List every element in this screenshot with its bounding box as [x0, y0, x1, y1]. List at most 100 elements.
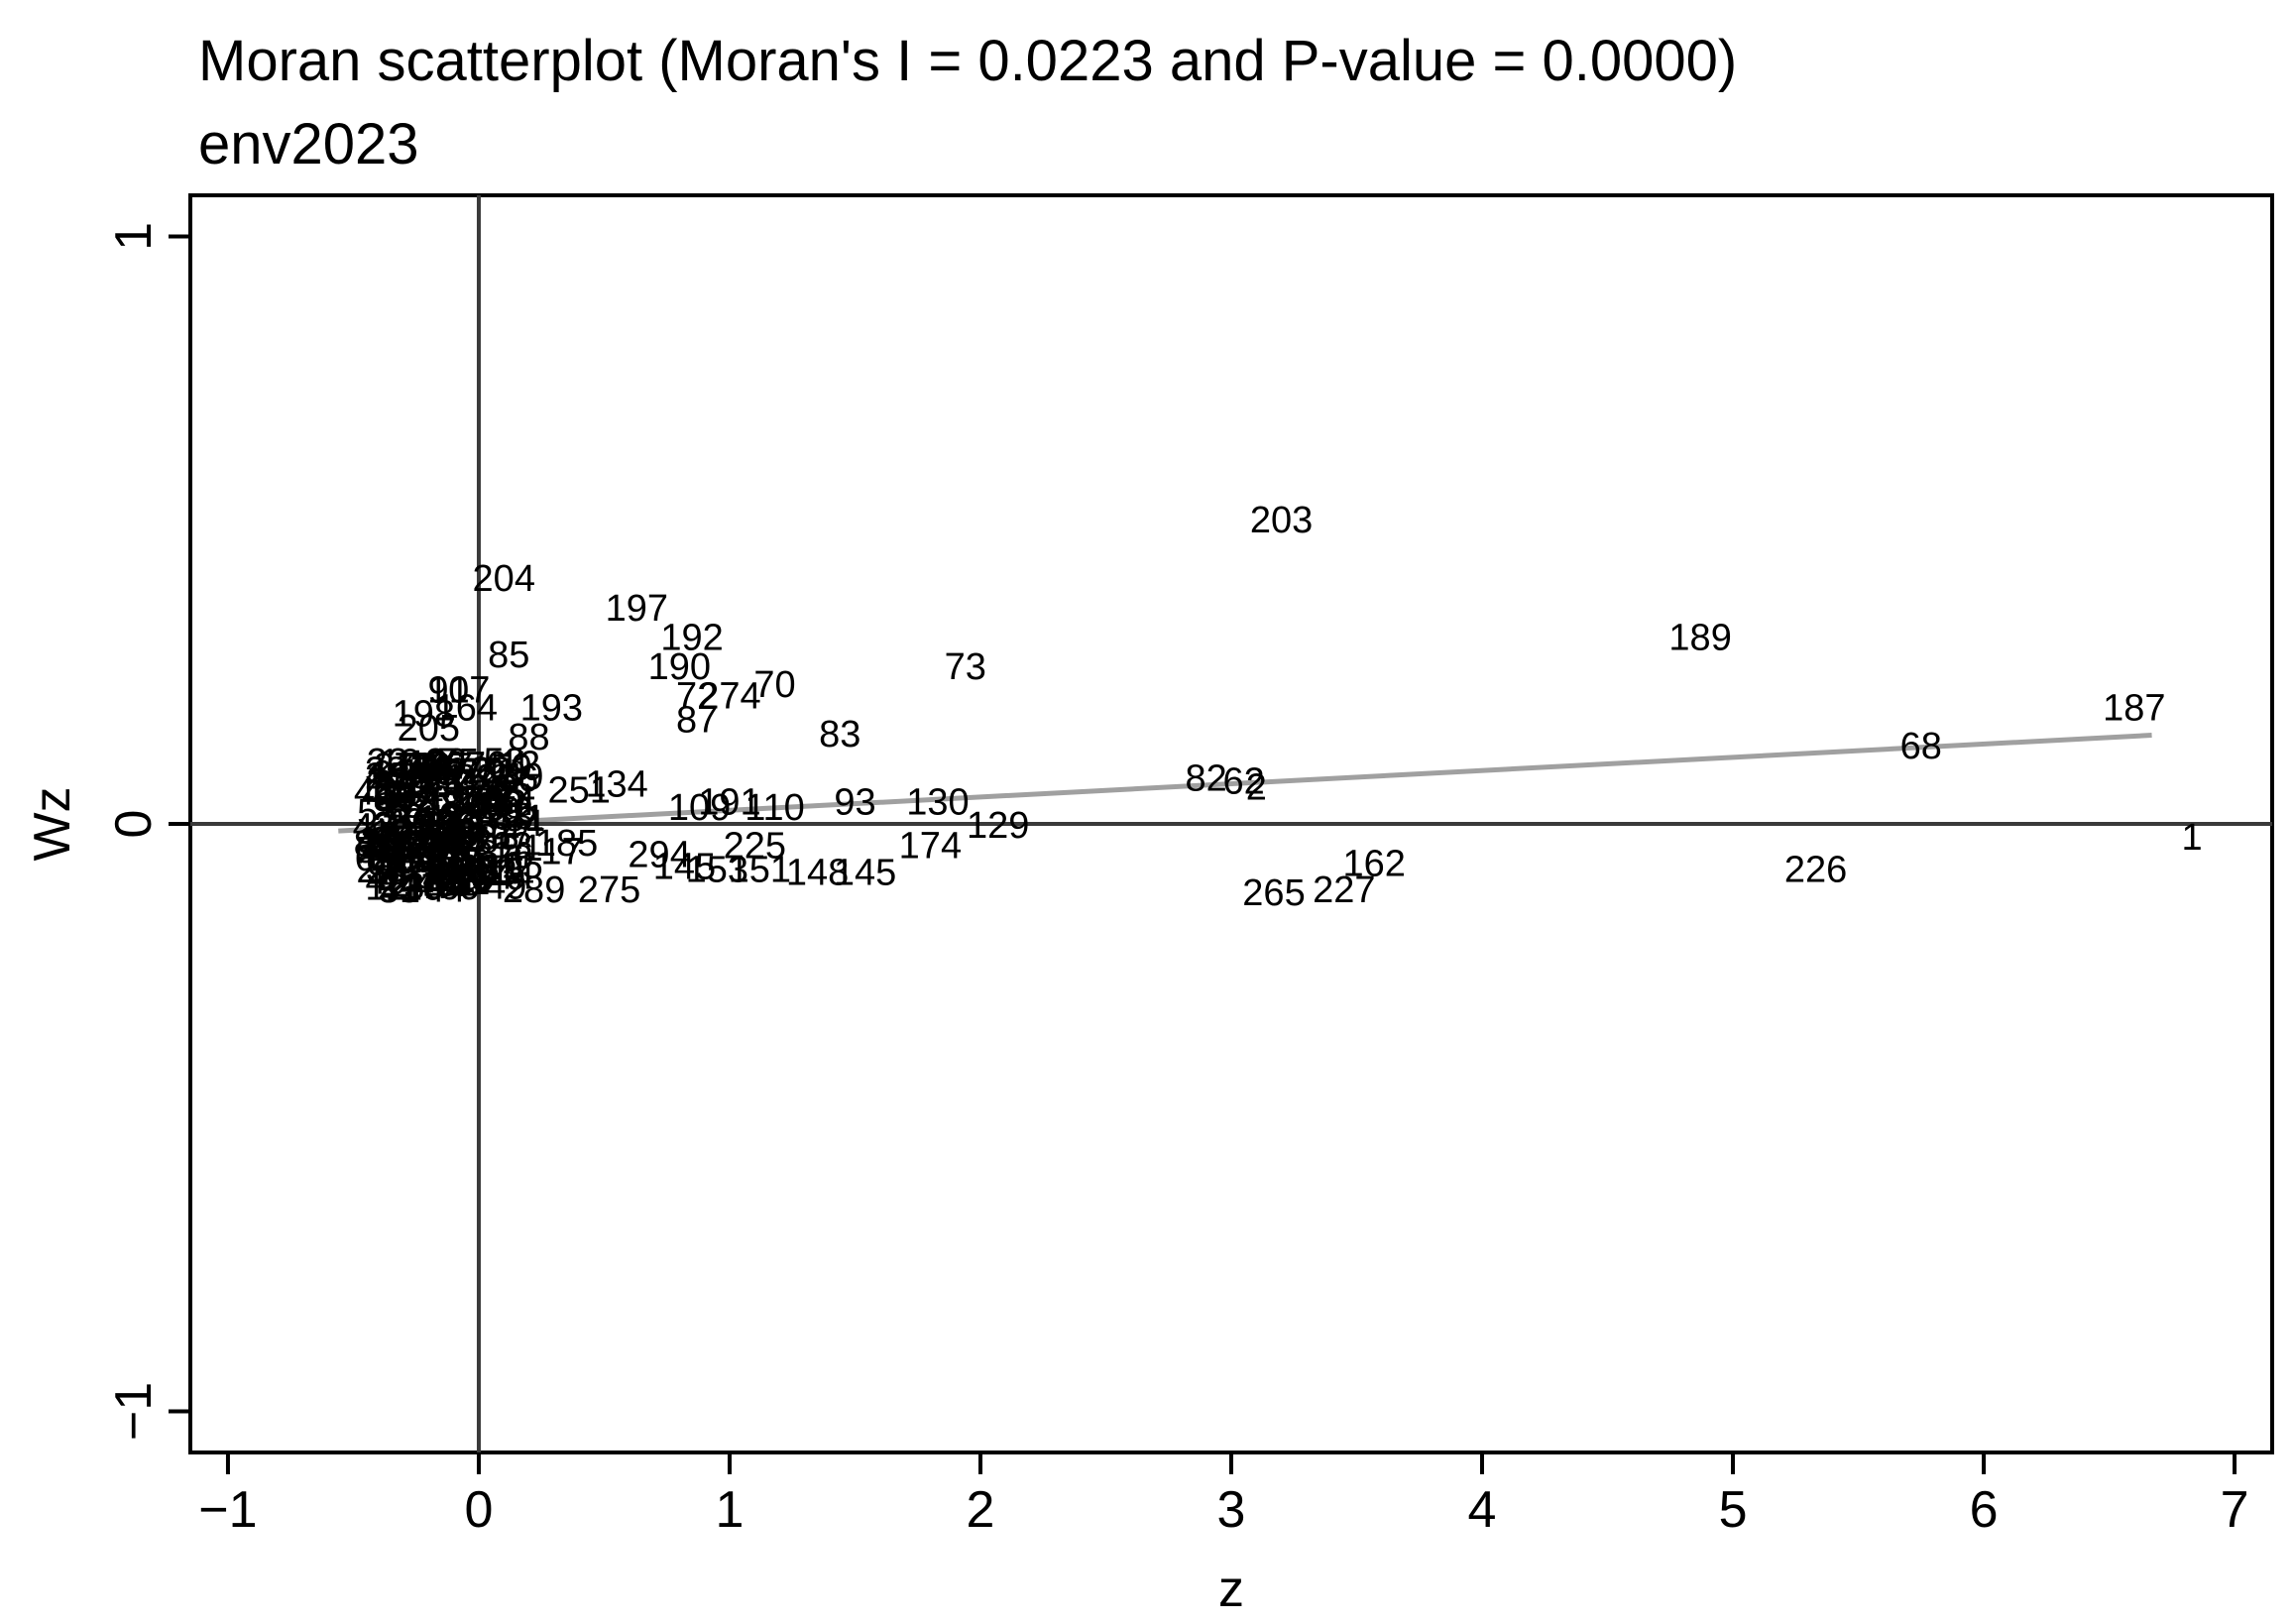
point-label: 83	[819, 714, 860, 755]
point-label: 204	[473, 558, 535, 600]
cluster-point-label: 44	[423, 870, 465, 911]
point-label: 109	[668, 787, 731, 829]
cluster-point-label: 33	[424, 850, 466, 891]
cluster-point-label: 47	[366, 830, 407, 871]
cluster-point-label: 47	[422, 858, 464, 899]
cluster-point-label: 48	[419, 783, 461, 825]
cluster-point-label: 23	[444, 809, 486, 851]
cluster-point-label: 66	[445, 851, 487, 892]
cluster-point-label: 69	[430, 779, 472, 821]
point-label: 62	[1223, 761, 1265, 803]
cluster-point-label: 16	[361, 824, 402, 866]
x-tick-label: −1	[198, 1481, 257, 1539]
point-label: 251	[547, 769, 610, 811]
cluster-point-label: 15	[391, 838, 432, 879]
point-label: 110	[745, 787, 805, 829]
point-label: 2	[1246, 766, 1267, 808]
cluster-point-label: 63	[450, 822, 492, 864]
y-tick-label: 1	[105, 222, 163, 251]
cluster-point-label: 44	[493, 857, 534, 898]
point-label: 191	[698, 781, 760, 823]
cluster-point-label: 47	[395, 823, 436, 865]
cluster-point-label: 25	[361, 822, 402, 864]
point-label: 164	[435, 687, 498, 729]
cluster-point-label: 69	[355, 838, 397, 879]
cluster-point-label: 39	[427, 816, 469, 858]
point-label: 153	[686, 849, 748, 890]
cluster-point-label: 35	[427, 830, 469, 871]
cluster-point-label: 18	[446, 819, 488, 861]
point-label: 198	[393, 693, 455, 735]
point-label: 73	[945, 646, 986, 688]
point-label: 211	[374, 747, 434, 788]
point-label: 134	[585, 764, 647, 806]
cluster-point-label: 64	[366, 843, 407, 884]
point-label: 192	[660, 617, 723, 658]
cluster-point-label: 29	[457, 850, 499, 891]
y-axis-label: Wz	[24, 786, 81, 861]
cluster-point-label: 57	[389, 788, 430, 830]
cluster-point-label: 81	[354, 823, 396, 865]
cluster-point-label: 16	[400, 753, 441, 794]
cluster-point-label: 28	[458, 848, 500, 889]
cluster-point-label: 61	[412, 748, 454, 789]
y-tick-label: 0	[105, 810, 163, 839]
cluster-point-label: 12	[499, 745, 540, 786]
cluster-point-label: 22	[367, 742, 408, 783]
cluster-point-label: 41	[429, 858, 471, 899]
cluster-point-label: 19	[379, 743, 420, 784]
cluster-point-label: 36	[391, 802, 432, 844]
cluster-point-label: 46	[449, 857, 491, 898]
cluster-point-label: 69	[396, 824, 437, 866]
cluster-point-label: 66	[374, 776, 415, 818]
cluster-point-label: 51	[379, 870, 420, 911]
point-label: 17	[540, 832, 582, 873]
cluster-point-label: 53	[406, 840, 448, 881]
cluster-point-label: 23	[490, 776, 531, 818]
cluster-point-label: 49	[502, 756, 543, 798]
cluster-point-label: 55	[485, 772, 526, 814]
cluster-point-label: 21	[423, 756, 465, 798]
cluster-point-label: 28	[430, 840, 472, 881]
cluster-point-label: 46	[464, 787, 506, 829]
point-label: 265	[1242, 872, 1305, 914]
cluster-point-label: 29	[455, 757, 497, 799]
cluster-point-label: 21	[439, 796, 481, 838]
point-label: 145	[834, 852, 896, 893]
cluster-point-label: 26	[434, 801, 476, 843]
point-label: 130	[906, 781, 969, 823]
cluster-point-label: 75	[496, 789, 537, 831]
cluster-point-label: 23	[365, 756, 406, 798]
cluster-point-label: 81	[504, 798, 545, 840]
x-tick-label: 3	[1217, 1481, 1246, 1539]
cluster-point-label: 27	[455, 850, 497, 891]
cluster-point-label: 63	[455, 805, 497, 847]
chart-subtitle: env2023	[198, 112, 419, 176]
cluster-point-label: 16	[417, 798, 459, 840]
cluster-point-label: 81	[373, 778, 414, 820]
cluster-point-label: 48	[373, 775, 414, 817]
cluster-point-label: 26	[397, 768, 438, 810]
cluster-point-label: 71	[475, 752, 516, 793]
cluster-point-label: 18	[396, 807, 437, 849]
cluster-point-label: 63	[477, 816, 518, 858]
cluster-point-label: 26	[492, 836, 533, 877]
cluster-point-label: 53	[420, 806, 462, 848]
cluster-point-label: 61	[371, 754, 412, 795]
cluster-point-label: 21	[430, 812, 472, 854]
point-label: 289	[503, 870, 565, 911]
point-label: 185	[535, 823, 598, 865]
x-tick-label: 0	[465, 1481, 494, 1539]
cluster-point-label: 31	[436, 863, 478, 904]
cluster-point-label: 79	[421, 860, 463, 901]
cluster-point-label: 39	[444, 784, 486, 826]
cluster-point-label: 27	[356, 850, 398, 891]
cluster-point-label: 53	[484, 742, 525, 783]
cluster-point-label: 2	[464, 819, 485, 861]
cluster-point-label: 41	[354, 772, 396, 814]
cluster-point-label: 46	[374, 841, 415, 882]
point-label: 2	[373, 805, 394, 847]
x-tick-label: 6	[1970, 1481, 1999, 1539]
cluster-point-label: 79	[396, 794, 437, 836]
point-label: 72	[676, 676, 718, 718]
